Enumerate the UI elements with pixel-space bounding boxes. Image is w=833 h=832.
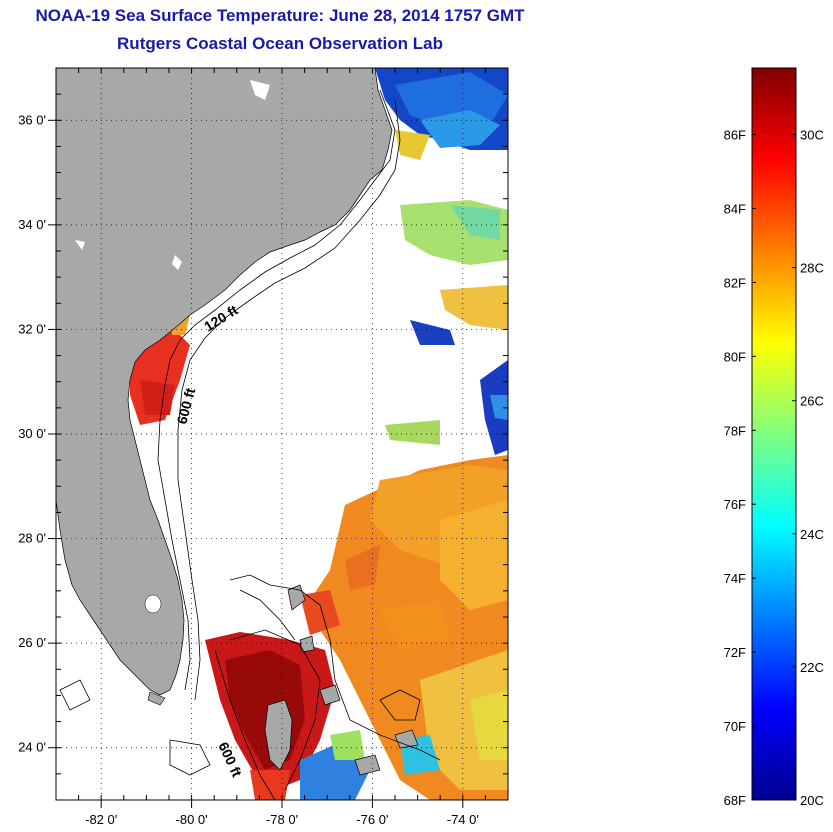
- lat-tick-label: 36 0': [18, 112, 46, 127]
- colorbar-c-label: 24C: [800, 527, 824, 542]
- lon-tick-label: -78 0': [266, 812, 298, 827]
- lat-tick-label: 34 0': [18, 217, 46, 232]
- lat-tick-label: 26 0': [18, 635, 46, 650]
- colorbar-f-label: 70F: [724, 719, 746, 734]
- lon-tick-label: -80 0': [176, 812, 208, 827]
- colorbar-c-label: 22C: [800, 660, 824, 675]
- land-mass: [56, 68, 393, 696]
- colorbar-c-label: 26C: [800, 394, 824, 409]
- colorbar-f-label: 80F: [724, 349, 746, 364]
- colorbar-c-label: 20C: [800, 793, 824, 808]
- colorbar-f-label: 72F: [724, 645, 746, 660]
- map-subtitle: Rutgers Coastal Ocean Observation Lab: [117, 34, 443, 53]
- map-title: NOAA-19 Sea Surface Temperature: June 28…: [35, 6, 525, 25]
- colorbar-f-label: 86F: [724, 128, 746, 143]
- colorbar-gradient: [751, 67, 797, 801]
- colorbar-f-label: 78F: [724, 423, 746, 438]
- lon-tick-label: -76 0': [356, 812, 388, 827]
- colorbar-f-label: 82F: [724, 275, 746, 290]
- colorbar-c-label: 30C: [800, 128, 824, 143]
- colorbar-f-label: 68F: [724, 793, 746, 808]
- colorbar-f-label: 76F: [724, 497, 746, 512]
- lat-tick-label: 24 0': [18, 740, 46, 755]
- bathymetry-contours: [59, 89, 441, 800]
- colorbar-f-label: 84F: [724, 201, 746, 216]
- lon-tick-label: -74 0': [447, 812, 479, 827]
- grid-lines: [56, 68, 508, 800]
- lat-tick-label: 30 0': [18, 426, 46, 441]
- sst-overlay: [130, 68, 508, 800]
- lat-tick-label: 28 0': [18, 531, 46, 546]
- colorbar-c-label: 28C: [800, 261, 824, 276]
- lon-tick-label: -82 0': [85, 812, 117, 827]
- lat-tick-label: 32 0': [18, 321, 46, 336]
- bahamas-islands: [264, 584, 419, 776]
- colorbar-f-label: 74F: [724, 571, 746, 586]
